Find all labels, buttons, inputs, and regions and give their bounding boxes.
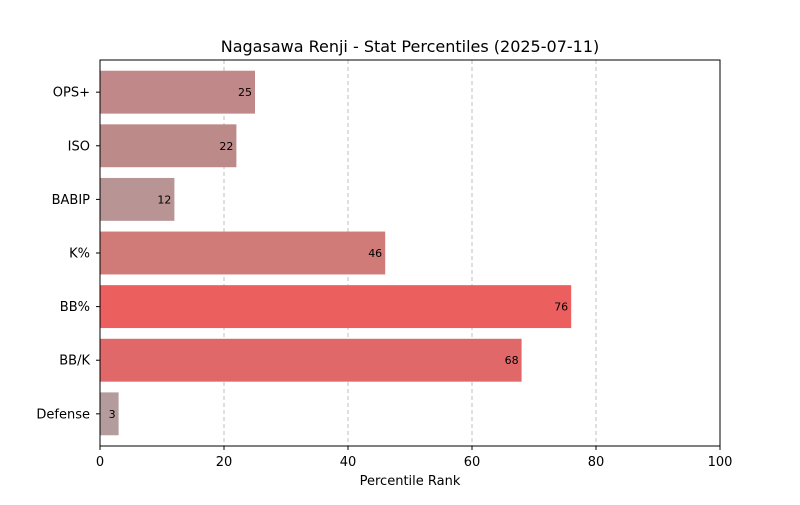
y-tick-label: BB/K	[59, 354, 90, 369]
x-tick-label: 100	[708, 455, 733, 470]
y-tick-label: BB%	[60, 300, 90, 315]
bar-value-label: 22	[219, 140, 233, 153]
y-tick-label: Defense	[36, 407, 90, 422]
y-tick-label: K%	[69, 247, 90, 262]
bar	[100, 338, 522, 382]
bar-value-label: 25	[238, 86, 252, 99]
bar-value-label: 68	[505, 354, 519, 367]
x-tick-label: 0	[96, 455, 104, 470]
bar	[100, 70, 255, 114]
x-tick-label: 80	[588, 455, 605, 470]
bar	[100, 177, 175, 221]
bar-value-label: 3	[109, 408, 116, 421]
bar-value-label: 46	[368, 247, 382, 260]
bar	[100, 285, 572, 329]
bar-value-label: 12	[157, 193, 171, 206]
x-tick-label: 20	[216, 455, 233, 470]
bar	[100, 124, 237, 168]
y-tick-label: OPS+	[53, 86, 90, 101]
bar-value-label: 76	[554, 301, 568, 314]
y-tick-label: BABIP	[52, 193, 91, 208]
x-axis-label: Percentile Rank	[360, 474, 461, 489]
chart-title: Nagasawa Renji - Stat Percentiles (2025-…	[221, 37, 600, 56]
x-tick-label: 60	[464, 455, 481, 470]
bar	[100, 392, 119, 436]
x-tick-label: 40	[340, 455, 357, 470]
y-tick-label: ISO	[68, 139, 90, 154]
axes: OPS+ ISO BABIP K% BB% BB/K Defense 0 20 40 60 80 100	[36, 86, 732, 470]
bar	[100, 231, 386, 275]
bars: 25 22 12 46 76 68 3	[100, 70, 572, 436]
